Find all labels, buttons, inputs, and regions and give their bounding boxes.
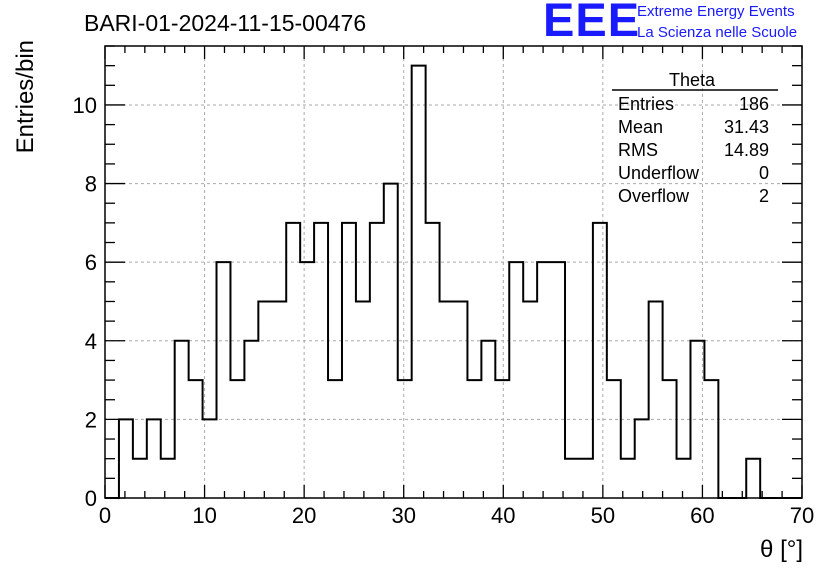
stats-value-mean: 31.43 xyxy=(724,117,769,137)
x-tick-label: 20 xyxy=(292,503,316,528)
y-tick-label: 2 xyxy=(85,407,97,432)
stats-value-overflow: 2 xyxy=(759,186,769,206)
y-tick-label: 10 xyxy=(73,93,97,118)
stats-box: Theta Entries 186 Mean 31.43 RMS 14.89 U… xyxy=(612,70,778,206)
grid xyxy=(105,46,802,498)
logo-subtitle-2: La Scienza nelle Scuole xyxy=(637,24,798,41)
logo-subtitle-1: Extreme Energy Events xyxy=(637,3,795,20)
stats-label-rms: RMS xyxy=(618,140,658,160)
stats-title: Theta xyxy=(669,70,716,90)
x-tick-label: 0 xyxy=(99,503,111,528)
stats-value-underflow: 0 xyxy=(759,163,769,183)
y-tick-label: 4 xyxy=(85,329,97,354)
axis-ticks xyxy=(104,45,803,499)
stats-label-entries: Entries xyxy=(618,94,674,114)
stats-value-rms: 14.89 xyxy=(724,140,769,160)
plot-frame xyxy=(104,45,803,499)
x-tick-label: 50 xyxy=(591,503,615,528)
x-tick-label: 60 xyxy=(690,503,714,528)
y-tick-label: 0 xyxy=(85,486,97,511)
x-tick-label: 70 xyxy=(790,503,814,528)
eee-logo: EEE xyxy=(543,0,641,46)
x-tick-label: 40 xyxy=(491,503,515,528)
x-tick-label: 30 xyxy=(391,503,415,528)
stats-label-underflow: Underflow xyxy=(618,163,700,183)
y-axis-label: Entries/bin xyxy=(12,40,39,153)
x-tick-label: 10 xyxy=(192,503,216,528)
stats-label-overflow: Overflow xyxy=(618,186,690,206)
stats-value-entries: 186 xyxy=(739,94,769,114)
stats-label-mean: Mean xyxy=(618,117,663,137)
x-axis-label: θ [°] xyxy=(760,536,803,563)
plot-title: BARI-01-2024-11-15-00476 xyxy=(84,10,367,36)
histogram-line xyxy=(105,64,802,499)
y-tick-label: 8 xyxy=(85,172,97,197)
y-tick-label: 6 xyxy=(85,250,97,275)
